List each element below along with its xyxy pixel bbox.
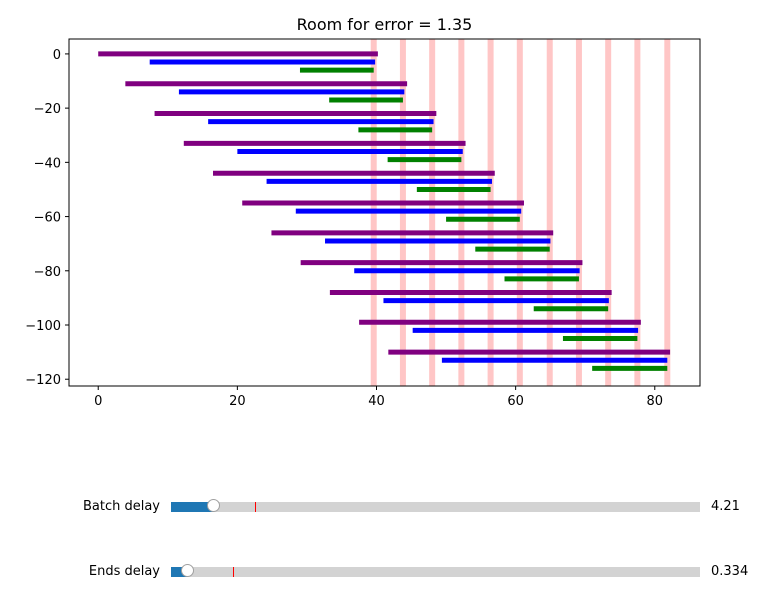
y-tick-label: −40 bbox=[34, 156, 61, 171]
slider-track[interactable] bbox=[171, 564, 700, 577]
slider-label: Batch delay bbox=[82, 499, 160, 514]
slider-handle[interactable] bbox=[206, 499, 220, 512]
slider-handle[interactable] bbox=[180, 564, 194, 577]
y-tick-label: −120 bbox=[25, 373, 61, 388]
slider-value: 4.21 bbox=[711, 499, 740, 514]
x-tick-label: 20 bbox=[229, 394, 246, 409]
slider-value: 0.334 bbox=[711, 564, 749, 579]
vertical-highlight bbox=[546, 39, 553, 386]
y-tick-label: −100 bbox=[25, 319, 61, 334]
slider-initial-marker bbox=[254, 502, 256, 512]
slider-track[interactable] bbox=[171, 499, 700, 512]
x-tick-label: 40 bbox=[368, 394, 385, 409]
plot-content bbox=[98, 39, 671, 386]
plot-area bbox=[98, 39, 671, 386]
y-tick-label: −60 bbox=[34, 211, 61, 226]
slider-fill bbox=[171, 567, 188, 577]
slider-fill bbox=[171, 502, 214, 512]
x-tick-label: 0 bbox=[94, 394, 102, 409]
y-tick-label: −20 bbox=[34, 102, 61, 117]
slider-initial-marker bbox=[233, 567, 235, 577]
chart: Room for error = 1.35 0 20 40 60 80 0 −20 −40 −6… bbox=[25, 15, 701, 409]
axes: 0 20 40 60 80 0 −20 −40 −60 −80 −100 −120 bbox=[25, 38, 701, 409]
vertical-highlight bbox=[605, 39, 612, 386]
slider-label: Ends delay bbox=[88, 564, 160, 579]
vertical-highlight bbox=[575, 39, 582, 386]
chart-title: Room for error = 1.35 bbox=[297, 15, 473, 34]
vertical-highlight bbox=[664, 39, 671, 386]
vertical-highlight bbox=[634, 39, 641, 386]
y-tick-label: −80 bbox=[34, 265, 61, 280]
axes-frame bbox=[68, 38, 701, 387]
x-tick-label: 60 bbox=[507, 394, 524, 409]
x-tick-label: 80 bbox=[647, 394, 664, 409]
y-tick-label: 0 bbox=[53, 48, 61, 63]
